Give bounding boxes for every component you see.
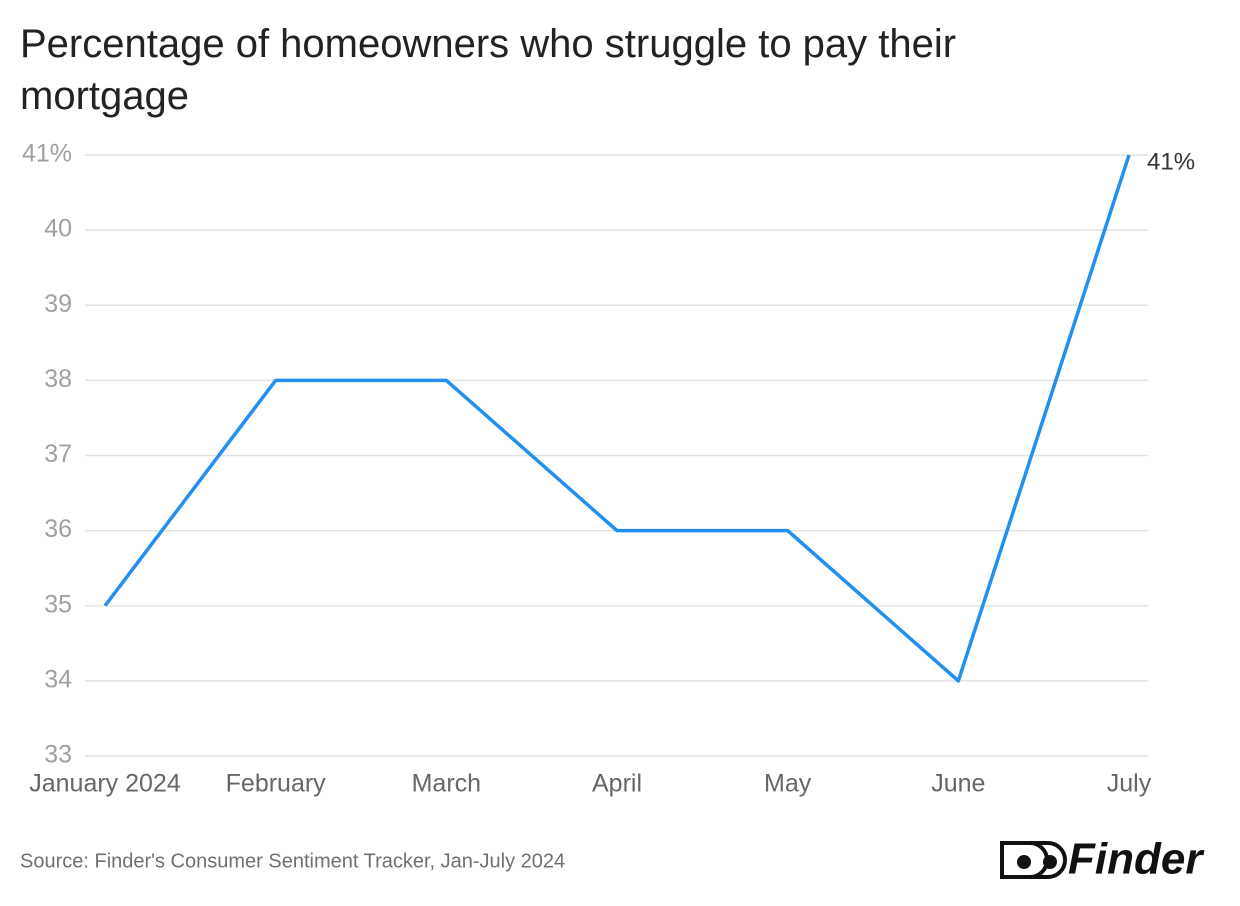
y-tick-label: 38 — [44, 365, 72, 393]
x-tick-label: January 2024 — [29, 770, 181, 798]
data-label: 41% — [1147, 148, 1195, 175]
x-tick-label: February — [226, 770, 327, 798]
logo: Finder — [1000, 835, 1205, 884]
y-tick-label: 36 — [44, 515, 72, 543]
source: Source: Finder's Consumer Sentiment Trac… — [20, 850, 565, 872]
x-tick-label: March — [412, 770, 481, 798]
x-tick-label: June — [931, 770, 985, 798]
y-tick-label: 34 — [44, 665, 72, 693]
y-tick-label: 41% — [22, 140, 72, 168]
logo-pupil — [1017, 855, 1031, 869]
x-tick-label: May — [764, 770, 812, 798]
y-tick-label: 39 — [44, 290, 72, 318]
x-tick-label: April — [592, 770, 642, 798]
logo-eye — [1030, 841, 1067, 879]
x-tick-label: July — [1107, 770, 1152, 798]
y-tick-label: 33 — [44, 741, 72, 769]
y-tick-label: 37 — [44, 440, 72, 468]
line — [103, 154, 1131, 683]
y-tick-label: 35 — [44, 590, 72, 618]
chart-title: Percentage of homeowners who struggle to… — [20, 22, 957, 118]
y-tick-label: 40 — [44, 215, 72, 243]
logo-text: Finder — [1068, 835, 1205, 884]
logo-pupil — [1043, 855, 1057, 869]
